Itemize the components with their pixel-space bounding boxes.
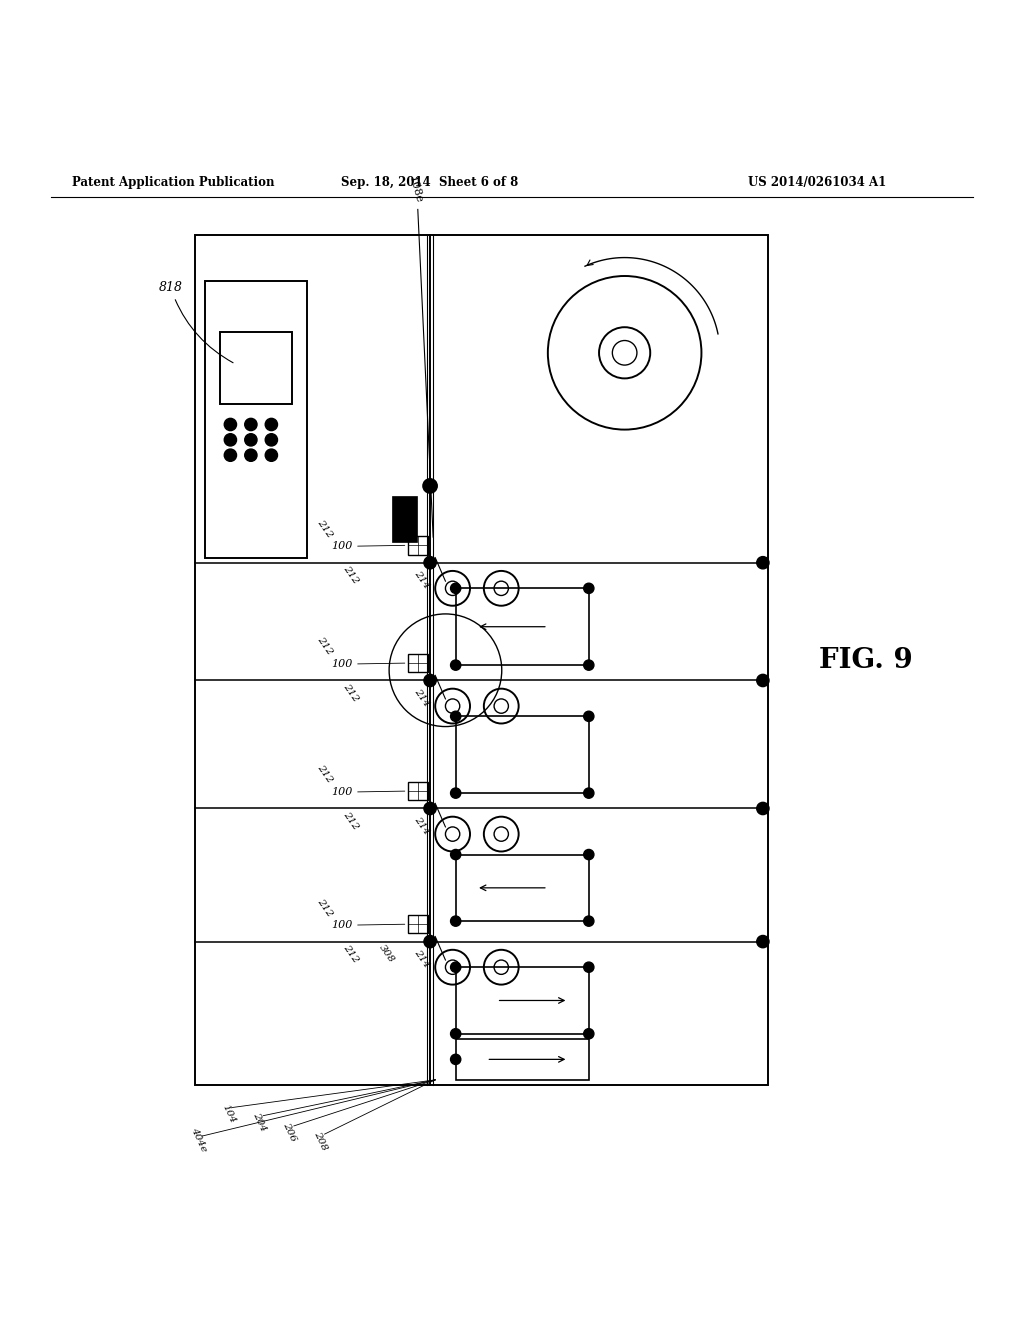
Circle shape [224,434,237,446]
Circle shape [584,962,594,973]
Circle shape [451,711,461,722]
Text: 214: 214 [413,814,431,836]
Circle shape [224,418,237,430]
Text: 212: 212 [315,763,334,785]
Circle shape [584,583,594,594]
Text: 212: 212 [341,681,359,704]
Circle shape [584,788,594,799]
Circle shape [265,449,278,462]
Circle shape [245,418,257,430]
Bar [456,854,589,921]
Text: 206: 206 [282,1122,298,1143]
Circle shape [424,675,436,686]
Text: 308: 308 [377,942,395,964]
Bar [456,1039,589,1080]
Text: 100: 100 [331,787,404,797]
Circle shape [451,1055,461,1064]
Circle shape [424,557,436,569]
Circle shape [757,557,769,569]
Circle shape [423,479,437,494]
Circle shape [424,803,436,814]
Text: 104: 104 [220,1104,237,1125]
Bar [205,281,307,557]
Circle shape [265,418,278,430]
Text: 100: 100 [331,920,404,931]
Bar [195,235,768,1085]
Bar [220,333,292,404]
Text: 214: 214 [413,569,431,590]
Text: 212: 212 [315,635,334,657]
Text: 204: 204 [251,1111,267,1133]
Circle shape [265,434,278,446]
Text: 404e: 404e [189,1126,209,1154]
Circle shape [451,788,461,799]
Text: 208: 208 [312,1130,329,1151]
Bar [408,536,428,554]
Text: Sep. 18, 2014  Sheet 6 of 8: Sep. 18, 2014 Sheet 6 of 8 [341,177,519,189]
Text: Patent Application Publication: Patent Application Publication [72,177,274,189]
Circle shape [424,936,436,948]
Circle shape [245,449,257,462]
Circle shape [584,1028,594,1039]
Circle shape [584,711,594,722]
Bar [408,781,428,800]
Bar [408,653,428,672]
Text: 100: 100 [331,659,404,669]
Text: US 2014/0261034 A1: US 2014/0261034 A1 [748,177,886,189]
Bar [392,496,417,543]
Text: FIG. 9: FIG. 9 [819,647,913,673]
Bar [408,915,428,933]
Bar [456,589,589,665]
Circle shape [584,660,594,671]
Bar [456,717,589,793]
Circle shape [451,850,461,859]
Text: 212: 212 [341,809,359,832]
Text: 212: 212 [341,942,359,964]
Circle shape [245,434,257,446]
Text: 212: 212 [341,564,359,585]
Text: 100: 100 [331,541,404,552]
Circle shape [451,962,461,973]
Text: 108e: 108e [407,174,423,205]
Text: 212: 212 [315,896,334,917]
Circle shape [757,675,769,686]
Circle shape [451,583,461,594]
Bar [456,968,589,1034]
Circle shape [757,936,769,948]
Circle shape [584,850,594,859]
Text: 214: 214 [413,686,431,708]
Circle shape [451,660,461,671]
Text: 818: 818 [159,281,233,363]
Circle shape [584,916,594,927]
Text: 214: 214 [413,948,431,969]
Text: 212: 212 [315,517,334,539]
Circle shape [451,1028,461,1039]
Circle shape [224,449,237,462]
Circle shape [757,803,769,814]
Circle shape [451,916,461,927]
